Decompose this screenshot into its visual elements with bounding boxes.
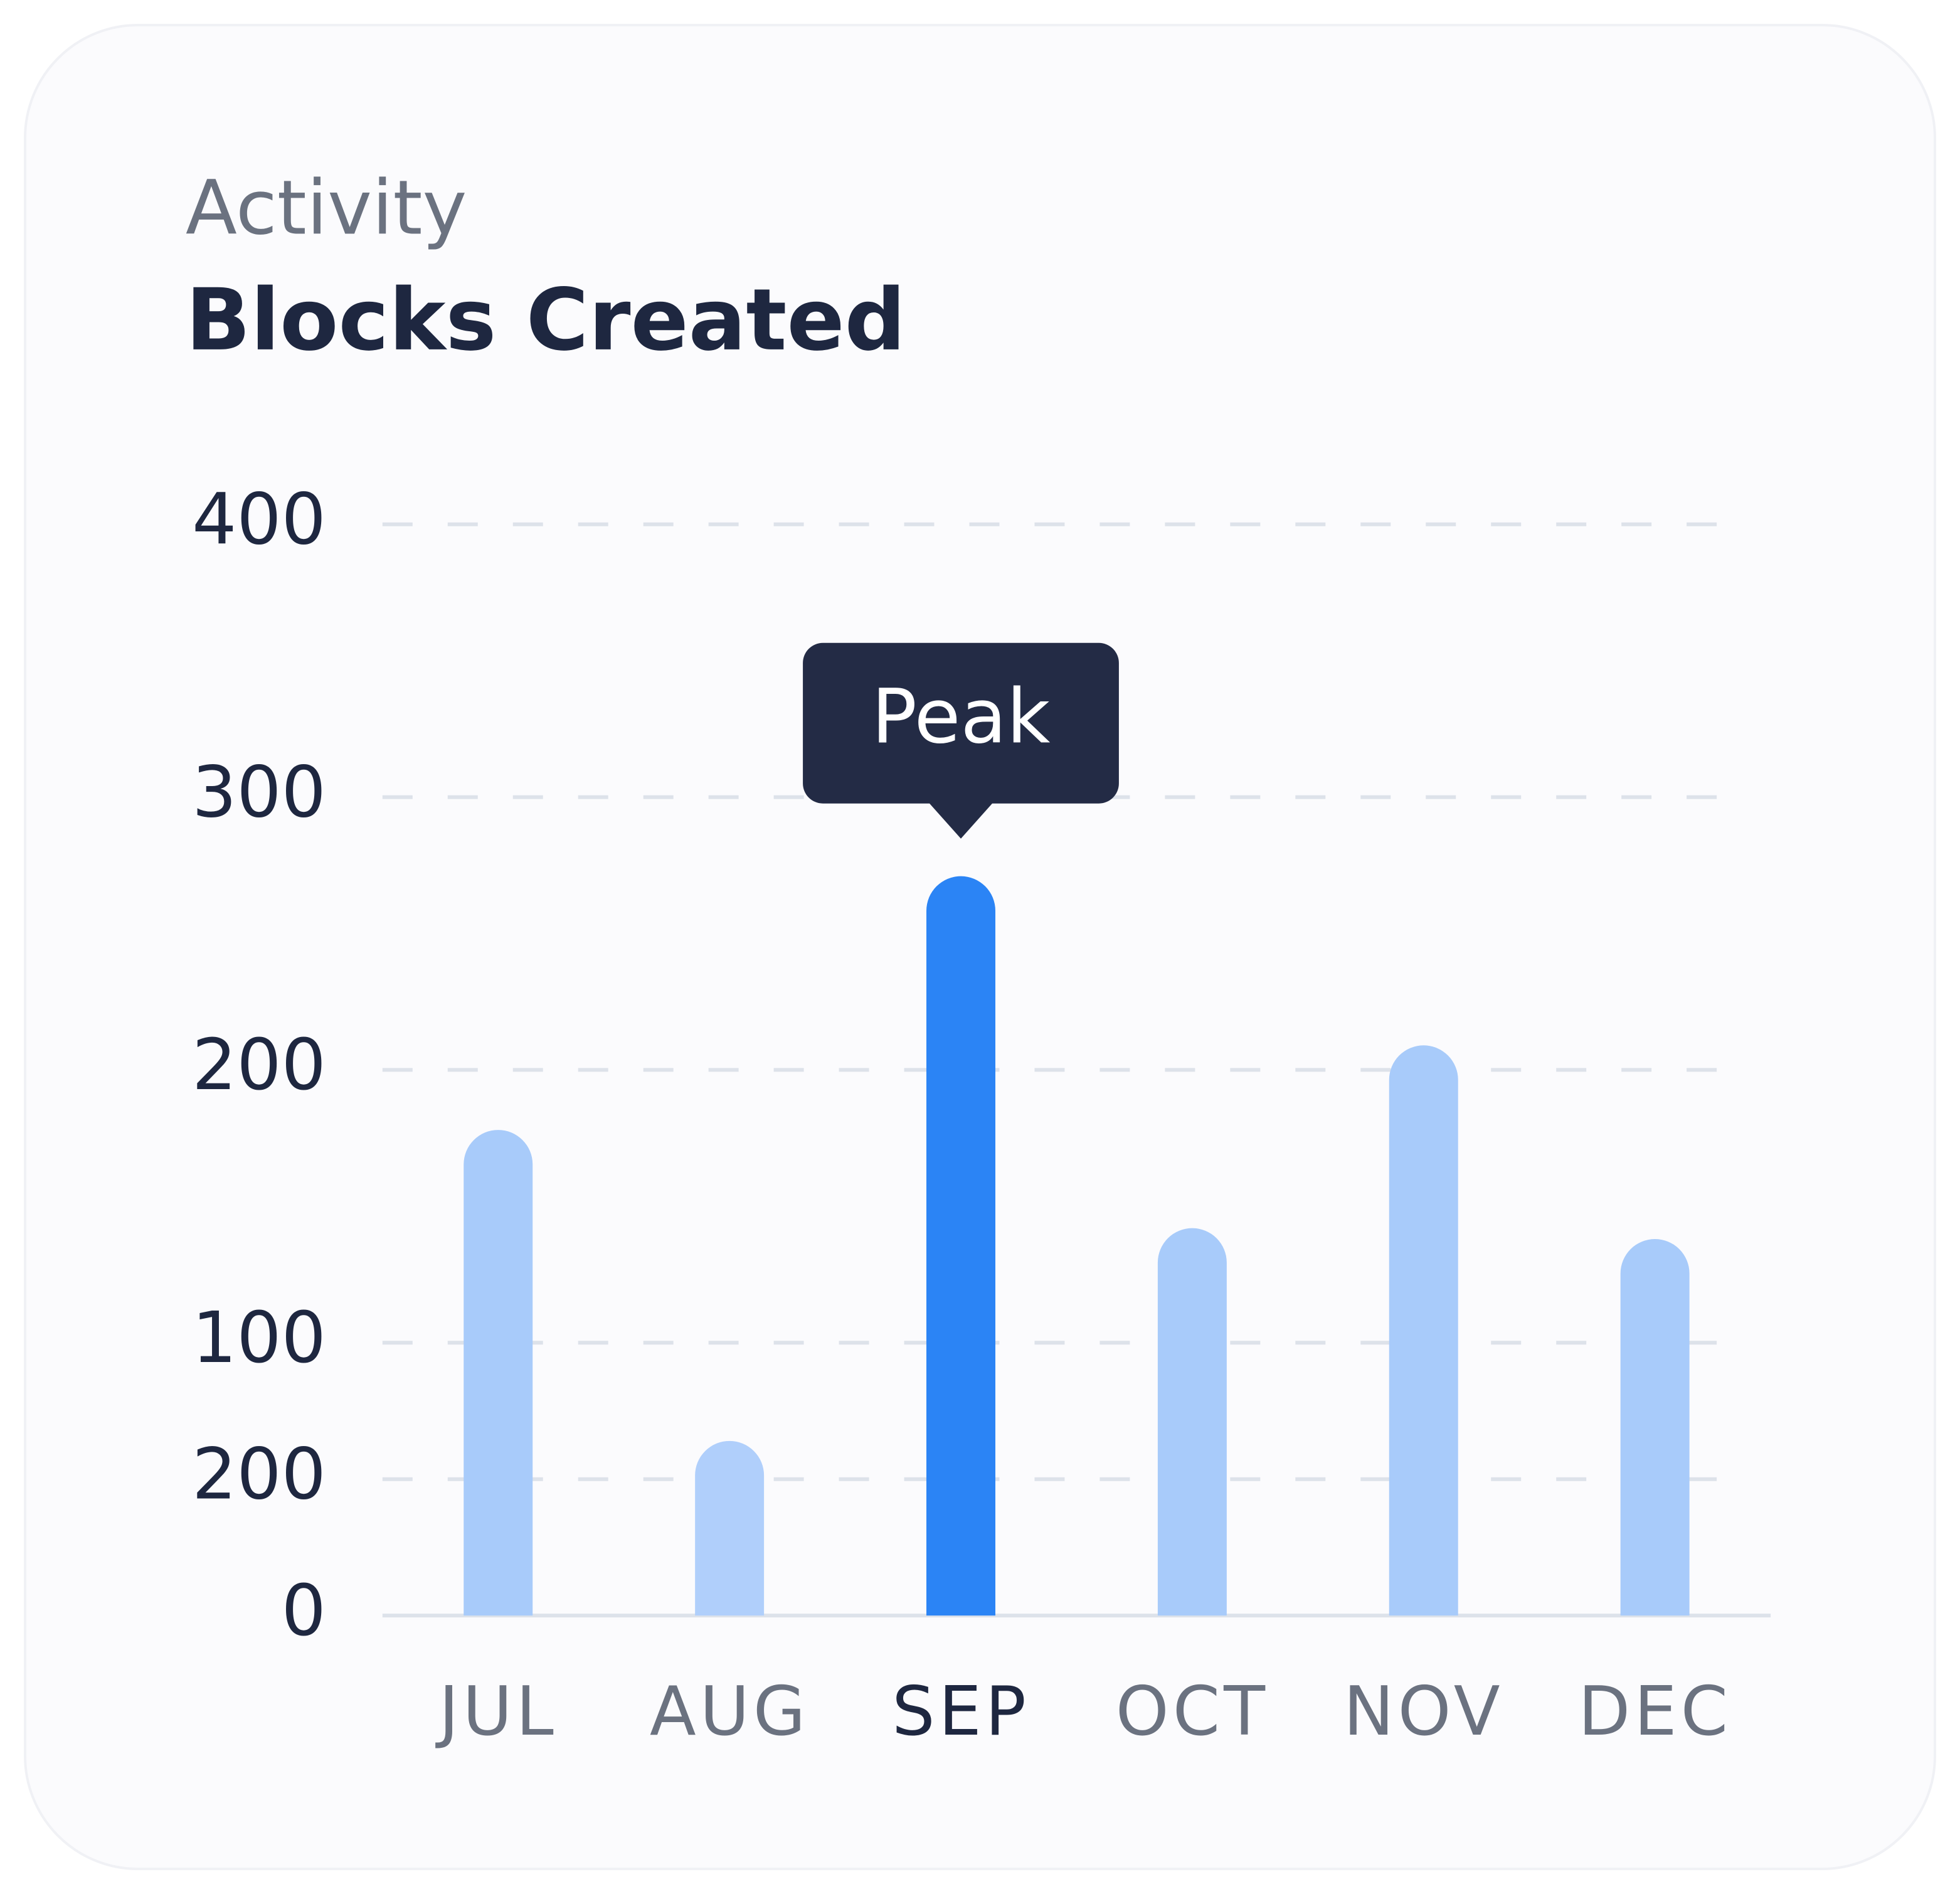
tooltip-background bbox=[803, 642, 1119, 839]
x-tick-label: OCT bbox=[1116, 1673, 1269, 1751]
tooltip-label: Peak bbox=[872, 673, 1051, 760]
y-tick-label: 100 bbox=[192, 1297, 326, 1379]
x-tick-label: JUL bbox=[435, 1673, 558, 1751]
y-tick-label: 300 bbox=[192, 752, 326, 833]
y-tick-label: 200 bbox=[192, 1024, 326, 1106]
bar bbox=[1157, 1228, 1227, 1616]
y-tick-label: 400 bbox=[192, 479, 326, 560]
bar bbox=[695, 1440, 765, 1616]
x-tick-label: AUG bbox=[650, 1673, 810, 1751]
y-tick-label: 0 bbox=[282, 1570, 326, 1652]
chart-title: Blocks Created bbox=[186, 271, 906, 370]
bar bbox=[1620, 1239, 1690, 1616]
bar bbox=[1389, 1045, 1458, 1616]
x-tick-label: NOV bbox=[1343, 1673, 1504, 1751]
x-tick-label: DEC bbox=[1578, 1673, 1732, 1751]
bar bbox=[926, 876, 995, 1616]
y-tick-label: 200 bbox=[192, 1434, 326, 1515]
bar bbox=[464, 1130, 533, 1616]
x-tick-label: SEP bbox=[892, 1673, 1030, 1751]
chart-subtitle: Activity bbox=[186, 165, 467, 252]
